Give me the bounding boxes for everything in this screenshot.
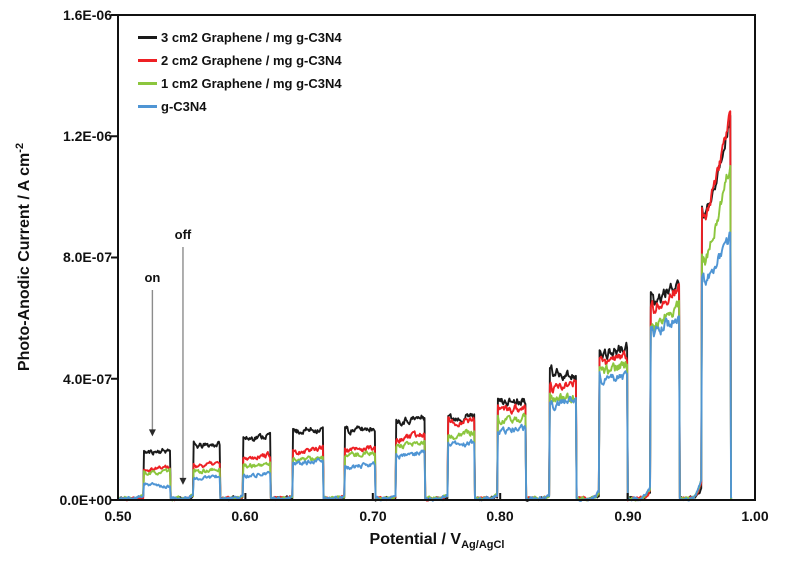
x-axis-title: Potential / VAg/AgCl xyxy=(370,531,505,551)
y-tick-label: 0.0E+00 xyxy=(59,492,112,508)
x-tick-label: 1.00 xyxy=(741,508,769,524)
legend-label: g-C3N4 xyxy=(161,99,207,114)
legend-swatch-black-line xyxy=(138,36,157,39)
y-axis-title-superscript: -2 xyxy=(13,142,26,153)
annotation-arrow-head xyxy=(148,429,156,437)
legend-label: 2 cm2 Graphene / mg g-C3N4 xyxy=(161,53,342,68)
legend-swatch-green-line xyxy=(138,82,157,85)
x-tick-label: 0.50 xyxy=(104,508,132,524)
y-axis-title: Photo-Anodic Current / A cm-2 xyxy=(14,143,34,371)
x-tick-label: 0.90 xyxy=(614,508,642,524)
y-axis-title-text: Photo-Anodic Current / A cm xyxy=(16,152,34,372)
x-axis-title-text: Potential / V xyxy=(369,531,462,548)
legend-item: 1 cm2 Graphene / mg g-C3N4 xyxy=(138,72,342,95)
annotation-light-on: on xyxy=(144,270,161,285)
legend-item: 2 cm2 Graphene / mg g-C3N4 xyxy=(138,49,342,72)
x-tick-label: 0.80 xyxy=(486,508,514,524)
x-tick-label: 0.70 xyxy=(359,508,387,524)
legend-swatch-red-line xyxy=(138,59,157,62)
legend: 3 cm2 Graphene / mg g-C3N4 2 cm2 Graphen… xyxy=(138,26,342,118)
legend-item: 3 cm2 Graphene / mg g-C3N4 xyxy=(138,26,342,49)
y-tick-label: 4.0E-07 xyxy=(62,371,112,387)
legend-label: 3 cm2 Graphene / mg g-C3N4 xyxy=(161,30,342,45)
x-tick-label: 0.60 xyxy=(231,508,259,524)
x-axis-title-subscript: Ag/AgCl xyxy=(461,539,505,552)
y-tick-label: 1.6E-06 xyxy=(62,7,112,23)
annotation-light-off: off xyxy=(174,227,192,242)
annotation-arrow-head xyxy=(179,477,187,485)
legend-swatch-blue-line xyxy=(138,105,157,108)
y-tick-label: 8.0E-07 xyxy=(62,249,112,265)
y-tick-label: 1.2E-06 xyxy=(62,128,112,144)
legend-item: g-C3N4 xyxy=(138,95,342,118)
series-line-gcn xyxy=(117,231,733,502)
legend-label: 1 cm2 Graphene / mg g-C3N4 xyxy=(161,76,342,91)
